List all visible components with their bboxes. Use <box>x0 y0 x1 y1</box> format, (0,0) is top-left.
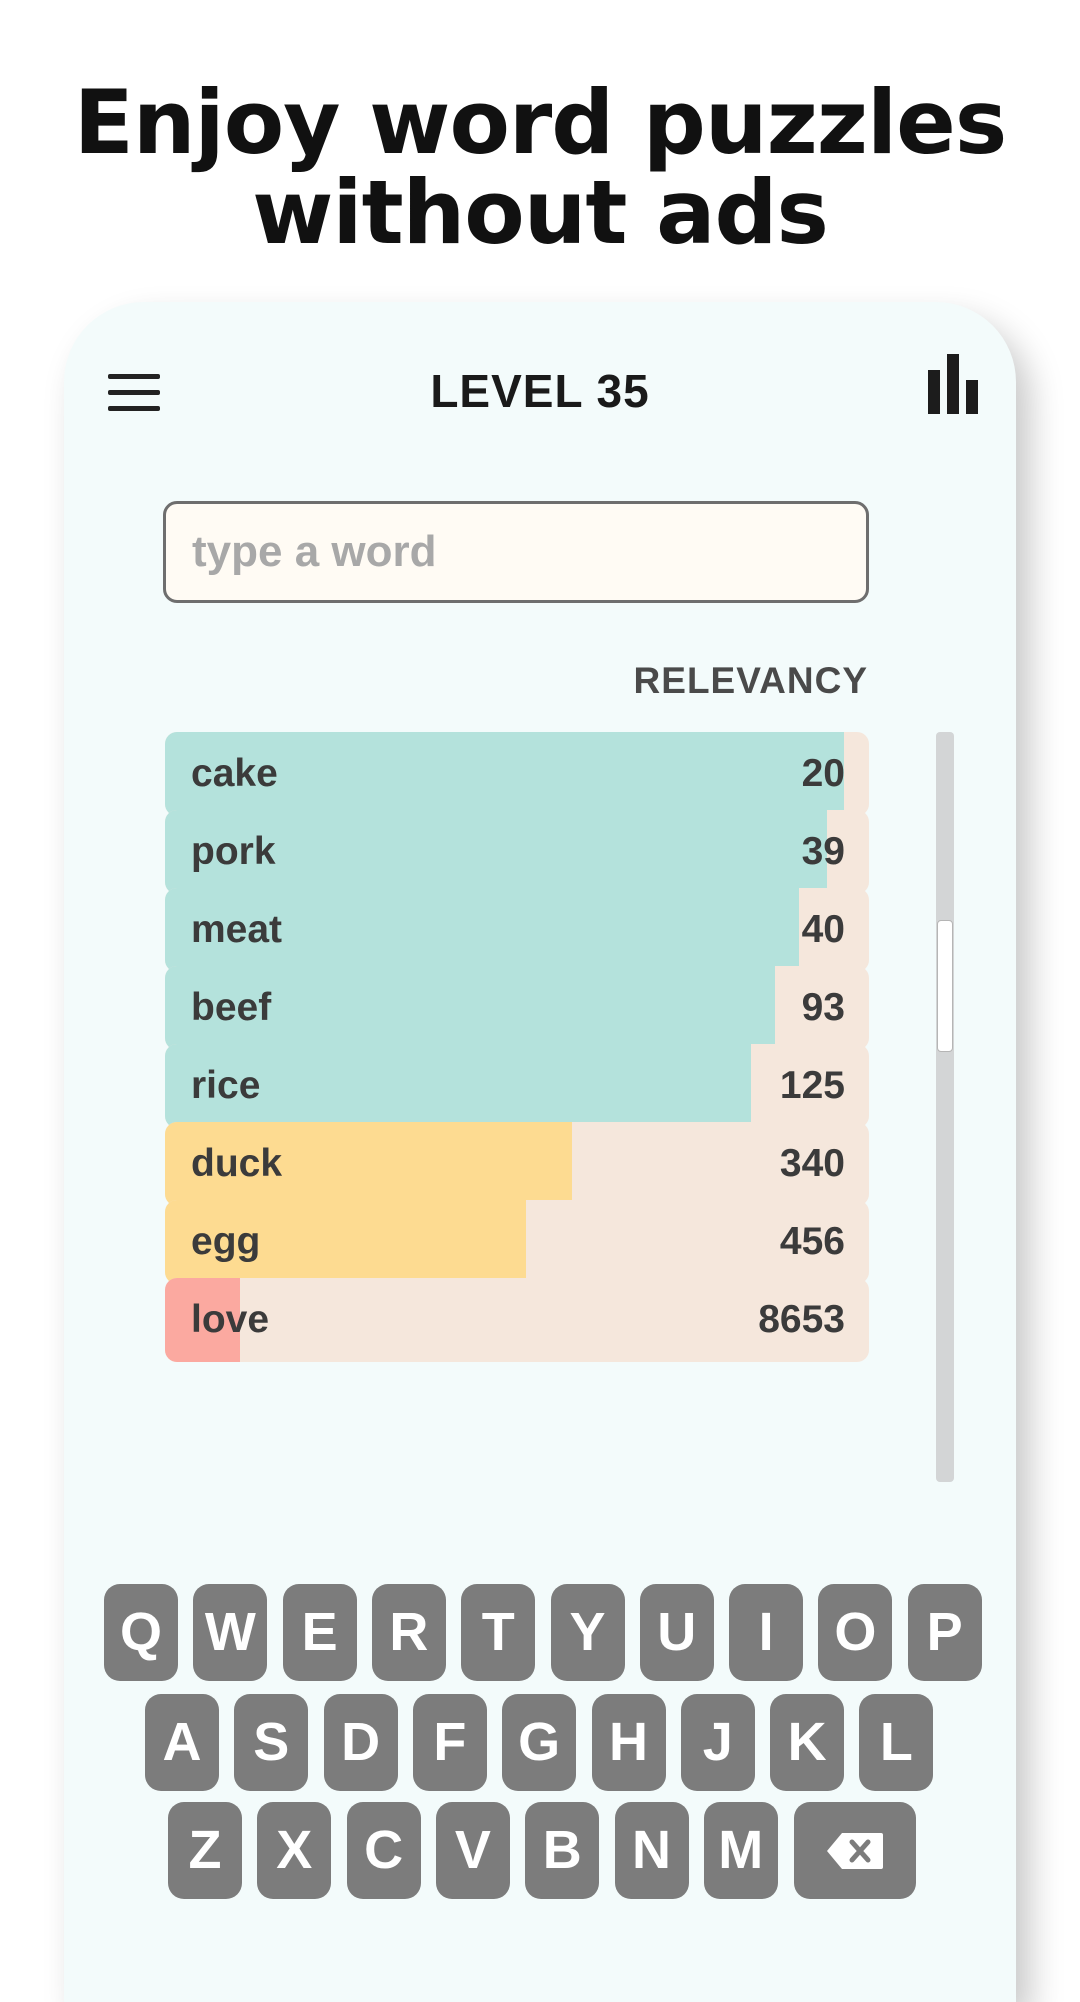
guess-score: 340 <box>779 1142 845 1185</box>
key-y[interactable]: Y <box>550 1584 625 1681</box>
guess-word: cake <box>191 752 278 795</box>
relevancy-bar-fill <box>165 1122 572 1206</box>
key-s[interactable]: S <box>234 1694 309 1791</box>
key-a[interactable]: A <box>145 1694 219 1791</box>
key-u[interactable]: U <box>639 1584 714 1681</box>
guess-word: pork <box>191 830 276 873</box>
key-g[interactable]: G <box>502 1694 577 1791</box>
level-title: LEVEL 35 <box>430 365 650 417</box>
backspace-key[interactable] <box>794 1802 916 1899</box>
guess-word: love <box>191 1298 270 1341</box>
key-h[interactable]: H <box>591 1694 666 1791</box>
relevancy-bar-fill <box>165 1200 527 1284</box>
guess-word: meat <box>191 908 283 951</box>
key-b[interactable]: B <box>525 1802 600 1899</box>
key-z[interactable]: Z <box>168 1802 242 1899</box>
scrollbar-thumb[interactable] <box>937 920 953 1052</box>
relevancy-bar-fill <box>165 732 844 816</box>
relevancy-bar-fill <box>165 966 775 1050</box>
guess-row: cake 20 <box>165 732 869 816</box>
guess-row: meat 40 <box>165 888 869 972</box>
key-x[interactable]: X <box>257 1802 332 1899</box>
guess-word: beef <box>191 986 272 1029</box>
guess-row: pork 39 <box>165 810 869 894</box>
backspace-icon <box>827 1833 883 1869</box>
key-d[interactable]: D <box>323 1694 398 1791</box>
guess-score: 93 <box>801 986 845 1029</box>
guess-score: 8653 <box>758 1298 845 1341</box>
guess-row: egg 456 <box>165 1200 869 1284</box>
promo-headline-line-1: Enjoy word puzzles <box>73 71 1007 174</box>
key-v[interactable]: V <box>435 1802 510 1899</box>
guess-row: beef 93 <box>165 966 869 1050</box>
key-o[interactable]: O <box>818 1584 893 1681</box>
key-q[interactable]: Q <box>104 1584 178 1681</box>
key-w[interactable]: W <box>193 1584 268 1681</box>
key-c[interactable]: C <box>346 1802 421 1899</box>
key-p[interactable]: P <box>907 1584 982 1681</box>
guess-score: 20 <box>801 752 845 795</box>
guess-score: 39 <box>801 830 845 873</box>
word-input[interactable] <box>163 501 869 603</box>
key-t[interactable]: T <box>461 1584 536 1681</box>
scrollbar-track[interactable] <box>936 732 954 1482</box>
relevancy-bar-fill <box>165 810 828 894</box>
relevancy-column-label: RELEVANCY <box>633 660 868 701</box>
key-f[interactable]: F <box>412 1694 487 1791</box>
key-i[interactable]: I <box>729 1584 804 1681</box>
guess-word: rice <box>191 1064 261 1107</box>
relevancy-bar-fill <box>165 888 800 972</box>
guess-score: 40 <box>801 908 845 951</box>
guess-row: love 8653 <box>165 1278 869 1362</box>
promo-headline: Enjoy word puzzles without ads <box>0 78 1080 258</box>
key-e[interactable]: E <box>282 1584 357 1681</box>
key-l[interactable]: L <box>859 1694 934 1791</box>
key-k[interactable]: K <box>770 1694 845 1791</box>
bar-chart-icon[interactable] <box>928 354 982 414</box>
key-n[interactable]: N <box>614 1802 689 1899</box>
guess-word: duck <box>191 1142 283 1185</box>
relevancy-bar-fill <box>165 1278 240 1362</box>
guess-row: duck 340 <box>165 1122 869 1206</box>
guess-word: egg <box>191 1220 261 1263</box>
relevancy-bar-fill <box>165 1044 751 1128</box>
guess-score: 456 <box>779 1220 845 1263</box>
key-r[interactable]: R <box>371 1584 446 1681</box>
phone-screen: LEVEL 35 RELEVANCY cake 20 pork 39 meat 40 bee… <box>64 302 1016 2002</box>
guess-score: 125 <box>779 1064 845 1107</box>
key-j[interactable]: J <box>680 1694 755 1791</box>
guess-row: rice 125 <box>165 1044 869 1128</box>
promo-headline-line-2: without ads <box>252 161 829 264</box>
key-m[interactable]: M <box>703 1802 778 1899</box>
hamburger-menu-icon[interactable] <box>108 372 160 414</box>
